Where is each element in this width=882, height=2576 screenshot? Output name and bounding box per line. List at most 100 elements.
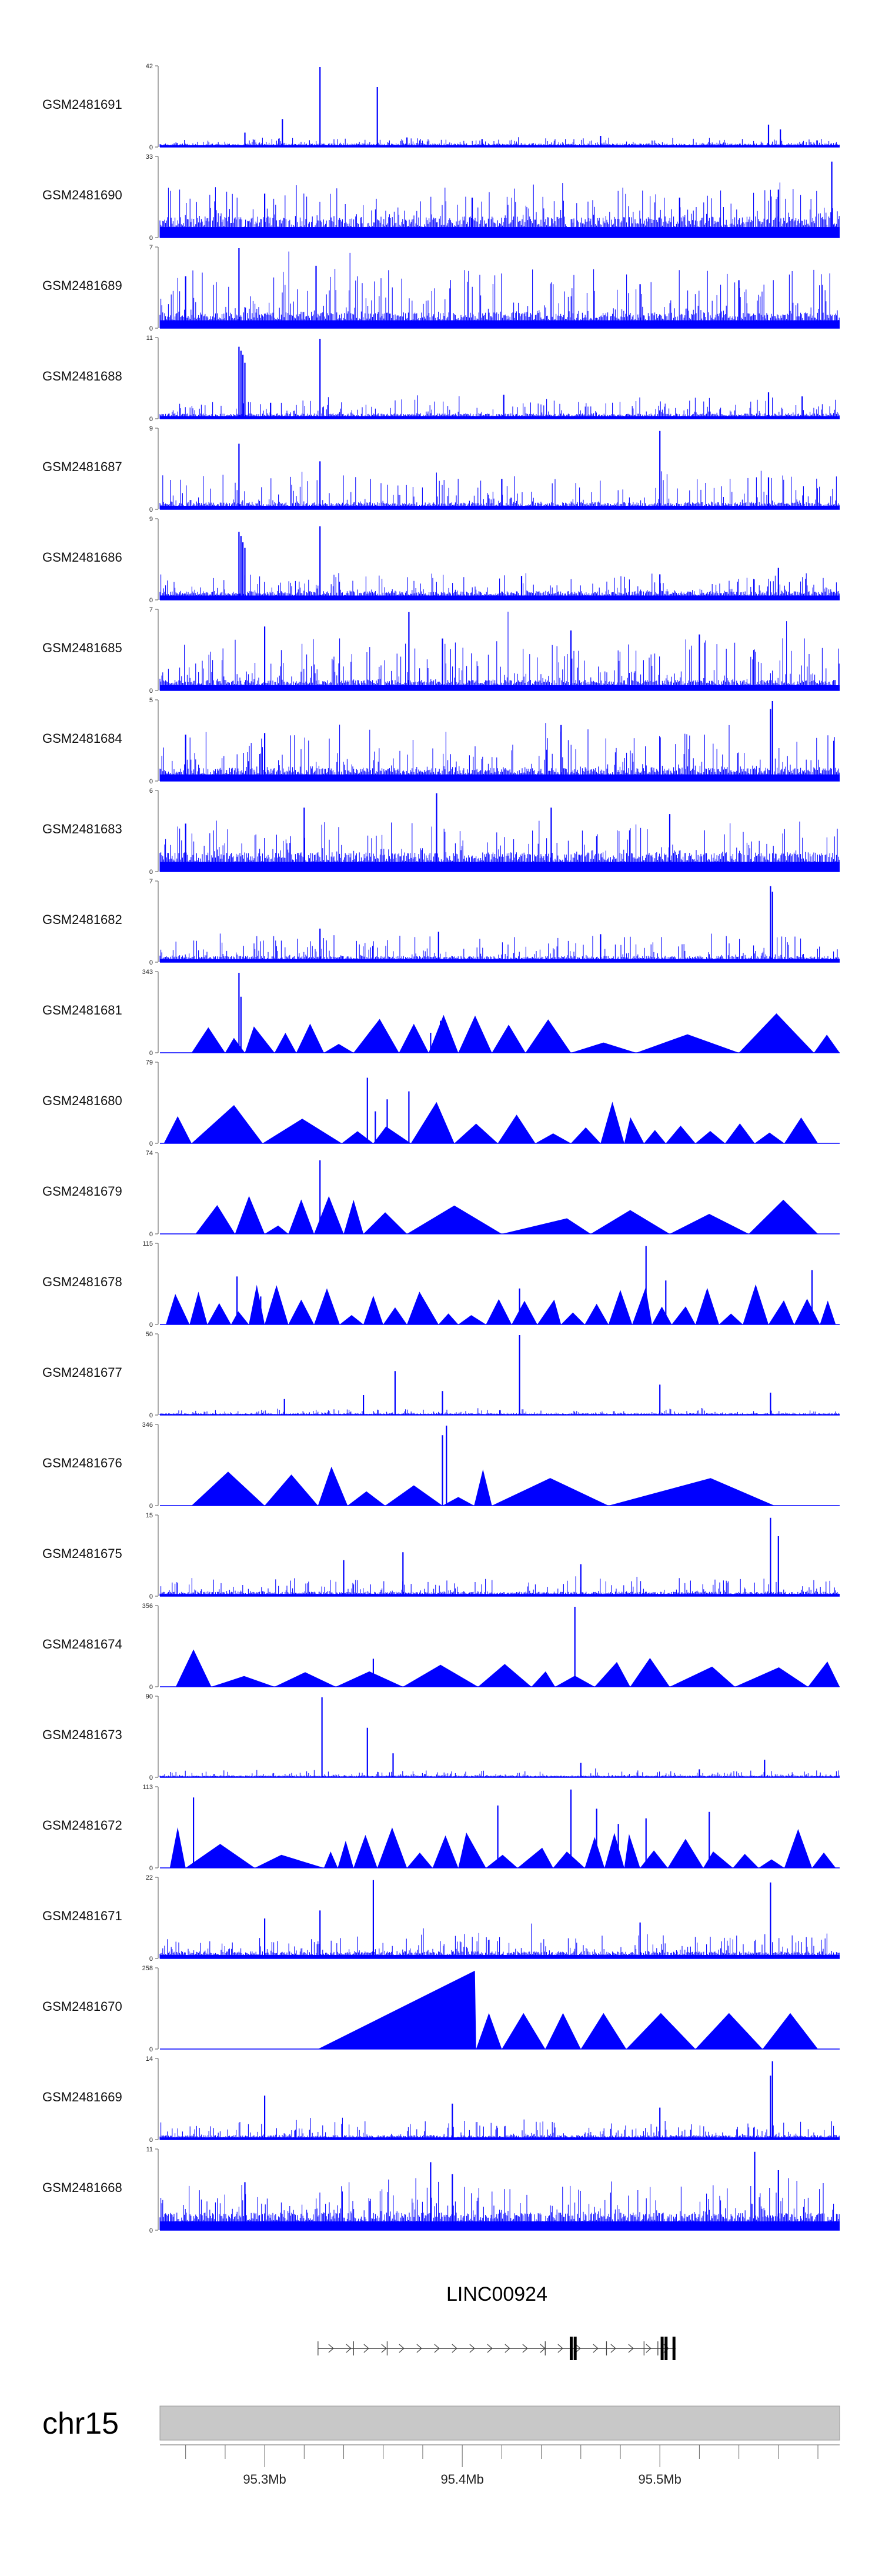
- strand-chevron: [363, 2344, 369, 2353]
- coverage-triangle: [323, 1044, 354, 1053]
- track-label: GSM2481676: [42, 1456, 122, 1470]
- coverage-triangle: [407, 1853, 433, 1868]
- coverage-triangle: [571, 1042, 636, 1053]
- track-GSM2481691: GSM2481691 42 0: [42, 63, 840, 151]
- y-max-label: 42: [146, 63, 153, 70]
- strand-chevron: [646, 2344, 652, 2353]
- coverage-signal: [159, 2178, 840, 2230]
- strand-chevron: [575, 2344, 581, 2353]
- y-max-label: 7: [149, 244, 153, 251]
- coverage-triangle: [314, 1288, 340, 1324]
- y-min-label: 0: [149, 325, 153, 332]
- coverage-triangle: [600, 1102, 624, 1143]
- y-max-label: 15: [146, 1512, 153, 1519]
- coverage-triangle: [438, 1313, 459, 1324]
- strand-chevron: [452, 2344, 457, 2353]
- coverage-triangle: [486, 1854, 518, 1868]
- coverage-triangle: [342, 1131, 373, 1143]
- y-max-label: 50: [146, 1331, 153, 1338]
- coverage-triangle: [175, 1649, 212, 1687]
- track-GSM2481669: GSM2481669 14 0: [42, 2056, 840, 2144]
- coverage-triangle: [535, 1133, 571, 1143]
- track-GSM2481679: GSM2481679 74 0: [42, 1150, 840, 1238]
- coverage-triangle: [571, 1127, 601, 1143]
- coverage-signal: [159, 820, 840, 872]
- track-GSM2481673: GSM2481673 90 0: [42, 1693, 840, 1781]
- coverage-triangle: [695, 1287, 719, 1324]
- coverage-triangle: [191, 1105, 263, 1143]
- track-label: GSM2481670: [42, 1999, 122, 2014]
- y-min-label: 0: [149, 235, 153, 242]
- coverage-triangle: [169, 1827, 186, 1868]
- strand-chevron: [610, 2344, 616, 2353]
- track-label: GSM2481691: [42, 97, 122, 112]
- y-min-label: 0: [149, 1774, 153, 1781]
- y-max-label: 258: [142, 1965, 153, 1972]
- coverage-triangle: [632, 1287, 652, 1324]
- y-max-label: 5: [149, 697, 153, 704]
- track-GSM2481680: GSM2481680 79 0: [42, 1059, 840, 1147]
- coverage-triangle: [255, 1854, 324, 1868]
- coverage-triangle: [512, 1300, 537, 1324]
- coverage-triangle: [288, 1199, 315, 1234]
- y-max-label: 346: [142, 1422, 153, 1429]
- coverage-triangle: [749, 1199, 818, 1234]
- strand-chevron: [593, 2344, 599, 2353]
- coverage-triangle: [667, 1838, 704, 1868]
- coverage-triangle: [454, 1123, 498, 1143]
- track-GSM2481685: GSM2481685 7 0: [42, 606, 840, 695]
- strand-chevron: [522, 2344, 528, 2353]
- track-label: GSM2481675: [42, 1546, 122, 1561]
- y-min-label: 0: [149, 778, 153, 785]
- track-GSM2481681: GSM2481681 343 0: [42, 969, 840, 1057]
- coverage-triangle: [429, 1015, 459, 1053]
- exon-block: [660, 2337, 664, 2360]
- track-label: GSM2481678: [42, 1274, 122, 1289]
- y-max-label: 6: [149, 788, 153, 795]
- coverage-triangle: [733, 1854, 759, 1868]
- coverage-triangle: [561, 1312, 585, 1324]
- coverage-triangle: [502, 1218, 591, 1234]
- coverage-triangle: [274, 1033, 296, 1053]
- track-GSM2481686: GSM2481686 9 0: [42, 516, 840, 604]
- coverage-triangle: [584, 1837, 605, 1868]
- track-label: GSM2481668: [42, 2180, 122, 2195]
- coverage-triangle: [670, 1214, 749, 1234]
- track-label: GSM2481686: [42, 550, 122, 565]
- coverage-triangle: [476, 2013, 502, 2049]
- coverage-signal: [159, 1768, 840, 1777]
- coverage-triangle: [743, 1284, 769, 1324]
- coverage-triangle: [399, 1023, 429, 1053]
- track-label: GSM2481690: [42, 188, 122, 202]
- track-GSM2481668: GSM2481668 11 0: [42, 2146, 840, 2234]
- coverage-signal: [159, 251, 840, 328]
- coverage-triangle: [812, 1852, 836, 1868]
- exon-block: [664, 2337, 668, 2360]
- y-max-label: 90: [146, 1693, 153, 1700]
- axis-tick-label: 95.3Mb: [243, 2472, 286, 2487]
- track-label: GSM2481683: [42, 822, 122, 836]
- strand-chevron: [628, 2344, 634, 2353]
- coverage-triangle: [458, 1315, 486, 1324]
- exon-block: [672, 2337, 676, 2360]
- coverage-triangle: [314, 1196, 344, 1234]
- coverage-triangle: [537, 1299, 562, 1324]
- strand-chevron: [416, 2344, 422, 2353]
- coverage-triangle: [163, 1116, 192, 1143]
- coverage-triangle: [762, 2013, 818, 2049]
- coverage-signal: [159, 2117, 840, 2140]
- coverage-triangle: [185, 1844, 255, 1868]
- coverage-triangle: [739, 1013, 814, 1053]
- coverage-triangle: [590, 1210, 670, 1234]
- coverage-triangle: [318, 1466, 348, 1506]
- strand-chevron: [328, 2344, 334, 2353]
- y-max-label: 356: [142, 1603, 153, 1610]
- track-GSM2481687: GSM2481687 9 0: [42, 425, 840, 513]
- coverage-triangle: [353, 1834, 377, 1868]
- coverage-triangle: [478, 1664, 532, 1687]
- axis-tick-label: 95.5Mb: [639, 2472, 681, 2487]
- chromosome-bar: [159, 2405, 840, 2441]
- coverage-triangle: [296, 1023, 324, 1053]
- coverage-triangle: [343, 1200, 364, 1234]
